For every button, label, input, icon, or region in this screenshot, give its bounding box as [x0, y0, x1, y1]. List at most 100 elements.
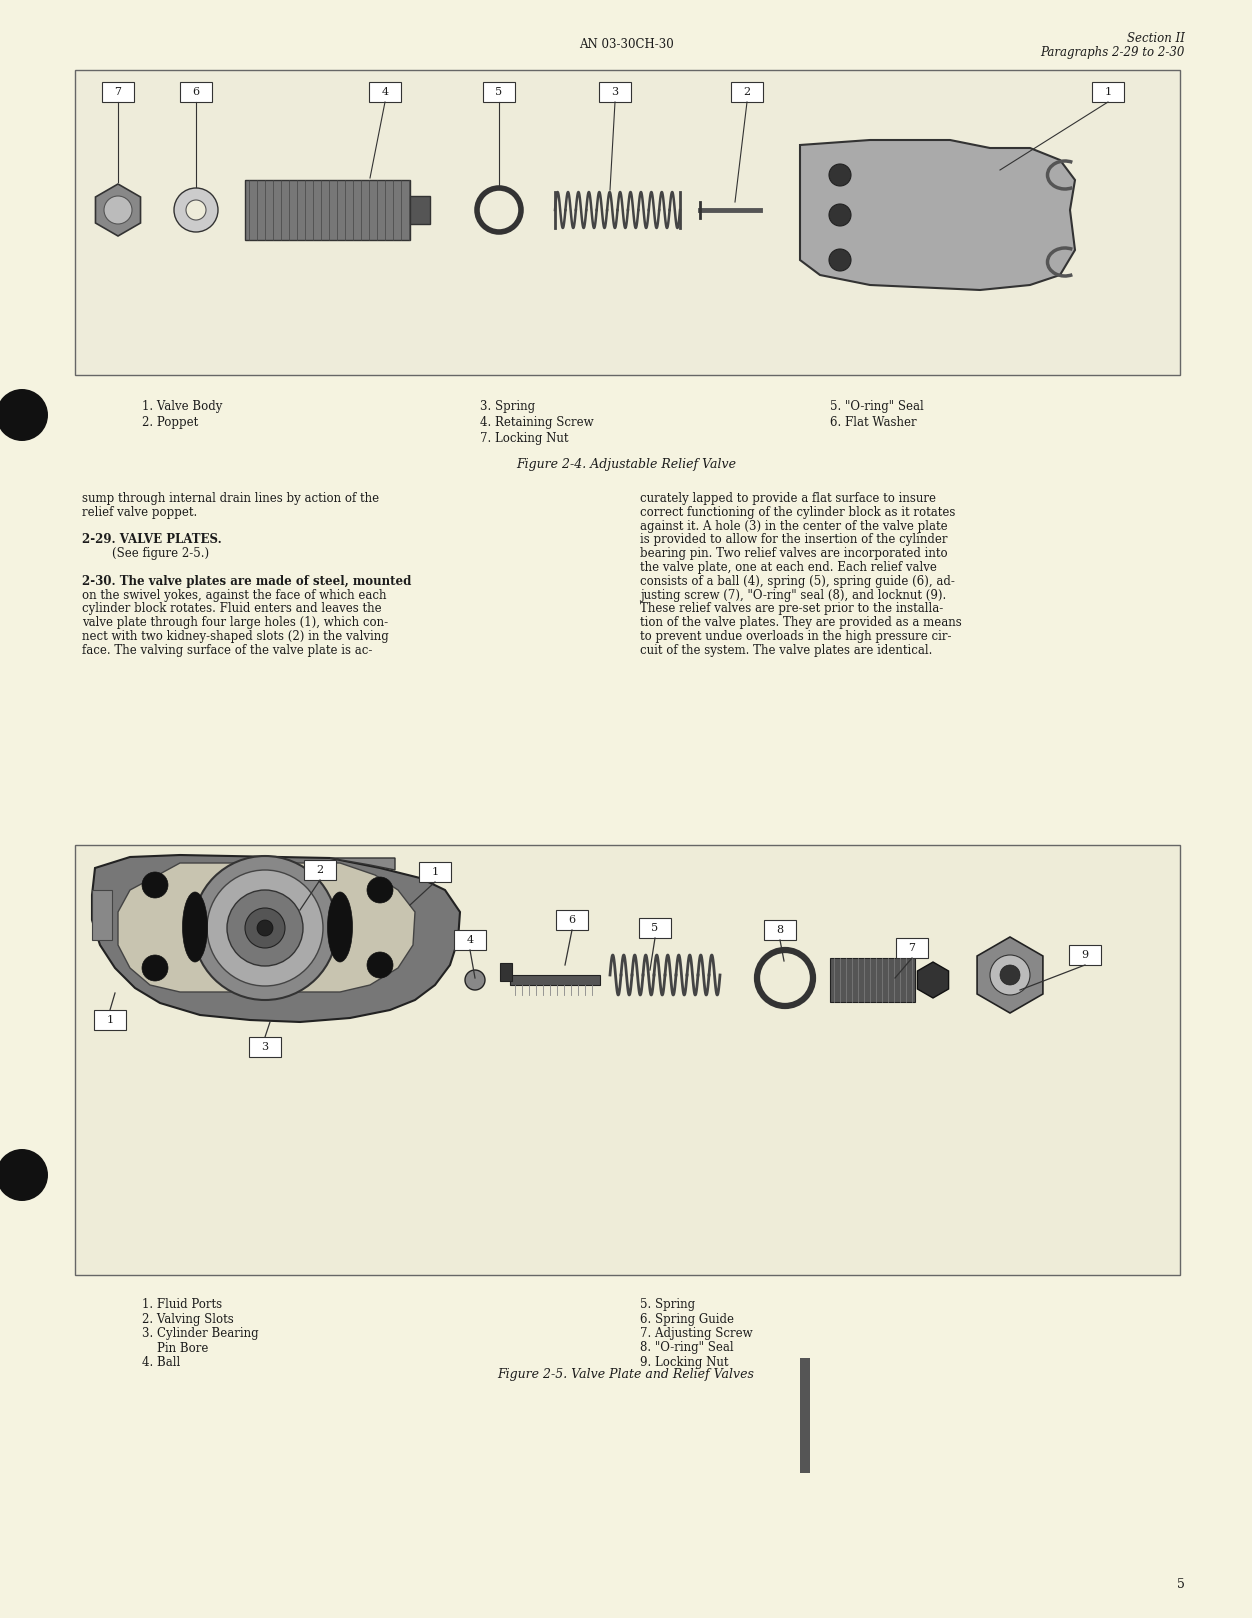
Polygon shape — [800, 141, 1075, 290]
Text: These relief valves are pre-set prior to the installa-: These relief valves are pre-set prior to… — [640, 602, 943, 615]
Polygon shape — [331, 858, 394, 870]
Text: tion of the valve plates. They are provided as a means: tion of the valve plates. They are provi… — [640, 616, 962, 629]
Bar — [556, 909, 588, 930]
Circle shape — [141, 872, 168, 898]
Text: 9. Locking Nut: 9. Locking Nut — [640, 1356, 729, 1369]
Text: 2. Poppet: 2. Poppet — [141, 416, 198, 429]
Bar — [94, 1010, 126, 1031]
Circle shape — [829, 163, 851, 186]
Bar — [500, 963, 512, 981]
Bar — [245, 180, 409, 239]
Circle shape — [227, 890, 303, 966]
Circle shape — [1000, 964, 1020, 985]
Text: bearing pin. Two relief valves are incorporated into: bearing pin. Two relief valves are incor… — [640, 547, 948, 560]
Text: 7. Adjusting Screw: 7. Adjusting Screw — [640, 1327, 752, 1340]
Text: 7: 7 — [114, 87, 121, 97]
Text: on the swivel yokes, against the face of which each: on the swivel yokes, against the face of… — [81, 589, 387, 602]
Text: 3: 3 — [611, 87, 618, 97]
Bar — [1092, 83, 1124, 102]
Text: 2. Valving Slots: 2. Valving Slots — [141, 1312, 234, 1325]
Circle shape — [829, 249, 851, 270]
Text: cylinder block rotates. Fluid enters and leaves the: cylinder block rotates. Fluid enters and… — [81, 602, 382, 615]
Bar — [510, 976, 600, 985]
Bar — [731, 83, 762, 102]
Circle shape — [367, 951, 393, 977]
Text: is provided to allow for the insertion of the cylinder: is provided to allow for the insertion o… — [640, 534, 948, 547]
Text: 4: 4 — [467, 935, 473, 945]
Text: 2: 2 — [744, 87, 750, 97]
Text: sump through internal drain lines by action of the: sump through internal drain lines by act… — [81, 492, 379, 505]
Polygon shape — [800, 1358, 810, 1472]
Text: 6. Spring Guide: 6. Spring Guide — [640, 1312, 734, 1325]
Text: nect with two kidney-shaped slots (2) in the valving: nect with two kidney-shaped slots (2) in… — [81, 629, 389, 642]
Polygon shape — [918, 963, 949, 998]
Text: curately lapped to provide a flat surface to insure: curately lapped to provide a flat surfac… — [640, 492, 936, 505]
Text: Pin Bore: Pin Bore — [141, 1341, 208, 1354]
Polygon shape — [977, 937, 1043, 1013]
Text: to prevent undue overloads in the high pressure cir-: to prevent undue overloads in the high p… — [640, 629, 952, 642]
Polygon shape — [95, 184, 140, 236]
Text: 3: 3 — [262, 1042, 269, 1052]
Text: Figure 2-5. Valve Plate and Relief Valves: Figure 2-5. Valve Plate and Relief Valve… — [497, 1367, 755, 1382]
Text: 7. Locking Nut: 7. Locking Nut — [480, 432, 568, 445]
Text: against it. A hole (3) in the center of the valve plate: against it. A hole (3) in the center of … — [640, 519, 948, 532]
Ellipse shape — [183, 892, 208, 963]
Text: 6: 6 — [568, 916, 576, 925]
Bar — [245, 180, 409, 239]
Text: 9: 9 — [1082, 950, 1088, 959]
Text: 7: 7 — [909, 943, 915, 953]
Bar — [598, 83, 631, 102]
Text: 6: 6 — [193, 87, 199, 97]
Text: 1. Valve Body: 1. Valve Body — [141, 400, 223, 413]
Text: 1: 1 — [432, 867, 438, 877]
Polygon shape — [118, 862, 414, 992]
Text: 5: 5 — [651, 922, 659, 934]
Circle shape — [141, 955, 168, 981]
Bar — [454, 930, 486, 950]
Bar — [639, 917, 671, 938]
Text: 3. Spring: 3. Spring — [480, 400, 535, 413]
Circle shape — [257, 921, 273, 935]
Text: cuit of the system. The valve plates are identical.: cuit of the system. The valve plates are… — [640, 644, 933, 657]
Bar — [409, 196, 429, 223]
Text: valve plate through four large holes (1), which con-: valve plate through four large holes (1)… — [81, 616, 388, 629]
Bar — [249, 1037, 280, 1057]
Text: 5: 5 — [1177, 1579, 1184, 1592]
Circle shape — [464, 971, 485, 990]
Bar — [101, 83, 134, 102]
Text: consists of a ball (4), spring (5), spring guide (6), ad-: consists of a ball (4), spring (5), spri… — [640, 574, 955, 587]
Circle shape — [245, 908, 285, 948]
Text: Figure 2-4. Adjustable Relief Valve: Figure 2-4. Adjustable Relief Valve — [516, 458, 736, 471]
Circle shape — [174, 188, 218, 231]
Bar — [830, 958, 915, 1002]
Bar — [483, 83, 515, 102]
Circle shape — [207, 870, 323, 985]
Text: 4. Ball: 4. Ball — [141, 1356, 180, 1369]
Circle shape — [367, 877, 393, 903]
Bar — [369, 83, 401, 102]
Text: Paragraphs 2-29 to 2-30: Paragraphs 2-29 to 2-30 — [1040, 45, 1184, 58]
Circle shape — [0, 388, 48, 442]
Bar — [896, 938, 928, 958]
Circle shape — [104, 196, 131, 223]
Text: face. The valving surface of the valve plate is ac-: face. The valving surface of the valve p… — [81, 644, 372, 657]
Text: 1: 1 — [1104, 87, 1112, 97]
Text: 5: 5 — [496, 87, 502, 97]
Ellipse shape — [328, 892, 353, 963]
Bar — [180, 83, 212, 102]
Bar — [91, 890, 111, 940]
Text: 6. Flat Washer: 6. Flat Washer — [830, 416, 916, 429]
Text: 8: 8 — [776, 925, 784, 935]
Text: 2: 2 — [317, 866, 323, 875]
Bar — [1069, 945, 1101, 964]
Bar — [75, 845, 1179, 1275]
Text: 1: 1 — [106, 1014, 114, 1024]
Bar — [764, 921, 796, 940]
Text: correct functioning of the cylinder block as it rotates: correct functioning of the cylinder bloc… — [640, 506, 955, 519]
Text: 2-30. The valve plates are made of steel, mounted: 2-30. The valve plates are made of steel… — [81, 574, 412, 587]
Text: Section II: Section II — [1127, 31, 1184, 45]
Bar — [419, 862, 451, 882]
Text: 3. Cylinder Bearing: 3. Cylinder Bearing — [141, 1327, 259, 1340]
Circle shape — [0, 1149, 48, 1201]
Text: AN 03-30CH-30: AN 03-30CH-30 — [578, 37, 674, 50]
